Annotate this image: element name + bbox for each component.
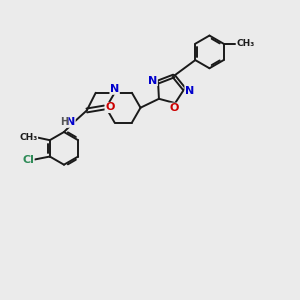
Text: Cl: Cl bbox=[22, 154, 34, 164]
Text: O: O bbox=[170, 103, 179, 113]
Text: N: N bbox=[148, 76, 157, 85]
Text: N: N bbox=[110, 84, 119, 94]
Text: O: O bbox=[105, 103, 115, 112]
Text: N: N bbox=[185, 85, 194, 96]
Text: H: H bbox=[60, 117, 68, 127]
Text: CH₃: CH₃ bbox=[20, 133, 38, 142]
Text: CH₃: CH₃ bbox=[236, 39, 254, 48]
Text: N: N bbox=[66, 117, 75, 127]
